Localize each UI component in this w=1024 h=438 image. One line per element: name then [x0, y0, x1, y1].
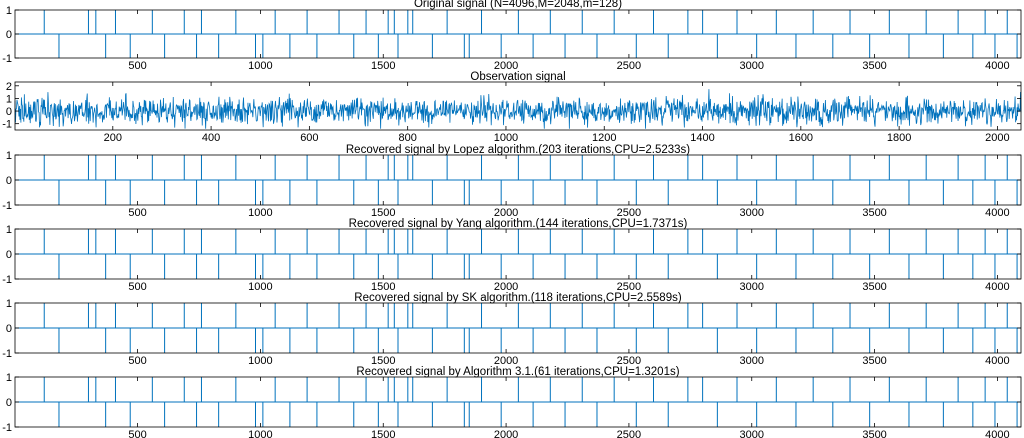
- series: [15, 155, 1021, 205]
- y-tick-label: 1: [6, 150, 12, 162]
- y-tick-label: 1: [6, 5, 12, 17]
- series: [14, 89, 1022, 129]
- subplot-2: Observation signal 200 400 600 800 1000 1200 14…: [2, 71, 1022, 144]
- series: [15, 229, 1021, 279]
- y-tick-label: 1: [6, 298, 12, 310]
- x-tick-label: 3000: [740, 281, 764, 293]
- y-tick-label: 1: [6, 224, 12, 236]
- x-tick-label: 2500: [617, 355, 641, 367]
- subplot-title: Recovered signal by Yang algorithm.(144 …: [349, 218, 688, 230]
- y-tick-label: 0: [6, 397, 12, 409]
- series: [15, 377, 1021, 427]
- x-tick-label: 500: [128, 60, 146, 72]
- x-tick-label: 500: [128, 355, 146, 367]
- x-tick-label: 500: [128, 207, 146, 219]
- x-tick-label: 2000: [494, 429, 518, 438]
- x-tick-label: 3500: [862, 355, 886, 367]
- x-tick-label: 3500: [862, 281, 886, 293]
- y-tick-label: 0: [6, 249, 12, 261]
- x-tick-label: 2000: [494, 60, 518, 72]
- x-tick-label: 1000: [248, 60, 272, 72]
- x-tick-label: 3500: [862, 60, 886, 72]
- y-tick-label: 0: [6, 106, 12, 118]
- y-tick-label: 0: [6, 323, 12, 335]
- x-tick-label: 1500: [371, 281, 395, 293]
- y-tick-label: 1: [6, 372, 12, 384]
- subplot-4: Recovered signal by Yang algorithm.(144 …: [2, 218, 1022, 293]
- subplot-title: Recovered signal by SK algorithm.(118 it…: [354, 292, 682, 304]
- x-tick-label: 3500: [862, 207, 886, 219]
- x-tick-label: 2500: [617, 207, 641, 219]
- x-tick-label: 4000: [985, 429, 1009, 438]
- x-tick-label: 1000: [248, 429, 272, 438]
- observation-line: [14, 89, 1022, 129]
- x-tick-label: 1000: [248, 355, 272, 367]
- x-tick-label: 1400: [690, 132, 714, 144]
- y-tick-label: 2: [6, 81, 12, 93]
- subplot-title: Recovered signal by Lopez algorithm.(203…: [346, 144, 690, 156]
- x-tick-label: 4000: [985, 207, 1009, 219]
- y-tick-label: 0: [6, 29, 12, 41]
- x-tick-label: 3500: [862, 429, 886, 438]
- x-tick-label: 500: [128, 429, 146, 438]
- x-tick-label: 800: [398, 132, 416, 144]
- x-tick-label: 1000: [494, 132, 518, 144]
- x-tick-label: 600: [300, 132, 318, 144]
- subplot-5: Recovered signal by SK algorithm.(118 it…: [2, 292, 1022, 367]
- series: [15, 303, 1021, 353]
- y-tick-label: -1: [2, 119, 12, 131]
- x-tick-label: 1600: [789, 132, 813, 144]
- x-tick-label: 1500: [371, 429, 395, 438]
- x-tick-label: 2000: [494, 281, 518, 293]
- x-tick-label: 1000: [248, 281, 272, 293]
- x-tick-label: 3000: [740, 355, 764, 367]
- subplot-title: Observation signal: [470, 71, 565, 83]
- x-tick-label: 2000: [494, 355, 518, 367]
- x-tick-label: 1500: [371, 355, 395, 367]
- y-tick-label: -1: [2, 53, 12, 65]
- x-tick-label: 400: [202, 132, 220, 144]
- subplot-6: Recovered signal by Algorithm 3.1.(61 it…: [2, 366, 1022, 438]
- x-tick-label: 1500: [371, 60, 395, 72]
- x-tick-label: 2500: [617, 281, 641, 293]
- x-tick-label: 2000: [985, 132, 1009, 144]
- y-tick-label: -1: [2, 200, 12, 212]
- x-tick-label: 3000: [740, 429, 764, 438]
- subplot-1: Original signal (N=4096,M=2048,m=128) 500…: [2, 0, 1022, 72]
- x-tick-label: 4000: [985, 355, 1009, 367]
- axes-box: [14, 81, 1022, 131]
- x-tick-label: 2500: [617, 429, 641, 438]
- y-tick-label: 0: [6, 175, 12, 187]
- subplot-title: Original signal (N=4096,M=2048,m=128): [414, 0, 622, 10]
- y-tick-label: -1: [2, 274, 12, 286]
- x-tick-label: 3000: [740, 207, 764, 219]
- x-tick-label: 1000: [248, 207, 272, 219]
- x-tick-label: 2500: [617, 60, 641, 72]
- x-tick-label: 4000: [985, 60, 1009, 72]
- y-tick-label: 1: [6, 93, 12, 105]
- subplot-3: Recovered signal by Lopez algorithm.(203…: [2, 144, 1022, 219]
- series: [15, 10, 1021, 58]
- y-tick-label: -1: [2, 422, 12, 434]
- y-tick-label: -1: [2, 348, 12, 360]
- x-tick-label: 3000: [740, 60, 764, 72]
- x-tick-label: 2000: [494, 207, 518, 219]
- x-tick-label: 200: [104, 132, 122, 144]
- subplot-title: Recovered signal by Algorithm 3.1.(61 it…: [356, 366, 679, 378]
- x-tick-label: 1500: [371, 207, 395, 219]
- x-tick-label: 1200: [592, 132, 616, 144]
- x-tick-label: 500: [128, 281, 146, 293]
- x-tick-label: 1800: [887, 132, 911, 144]
- x-tick-label: 4000: [985, 281, 1009, 293]
